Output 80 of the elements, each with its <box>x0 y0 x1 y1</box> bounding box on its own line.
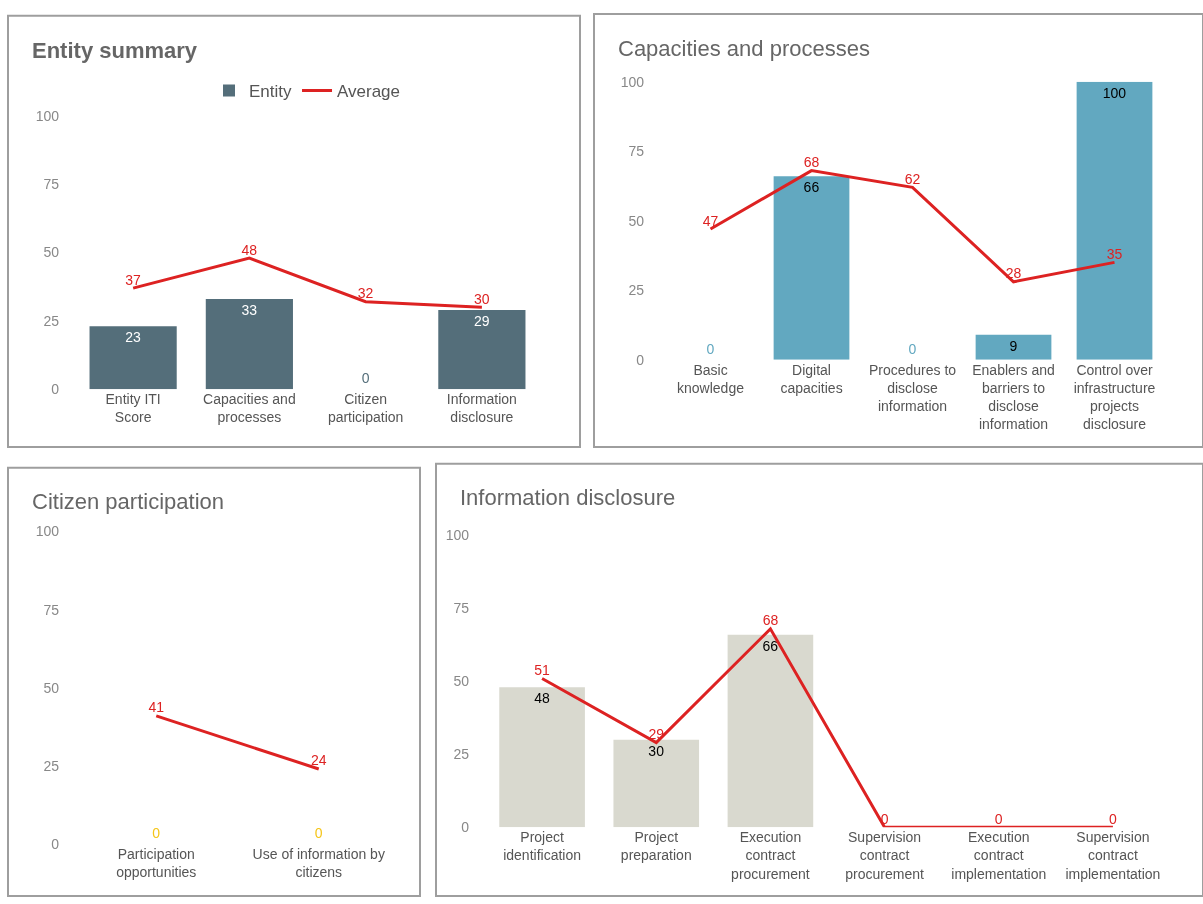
bar <box>89 326 177 390</box>
data-label: 48 <box>241 241 258 258</box>
x-tick-label: Project preparation <box>620 829 692 864</box>
y-tick-label: 25 <box>628 282 645 299</box>
x-tick-label: Execution contract procurement <box>731 829 810 882</box>
x-tick-label: Basic knowledge <box>677 361 745 396</box>
x-tick-label: Supervision contract procurement <box>845 829 924 882</box>
data-label: 0 <box>994 810 1003 827</box>
y-tick-label: 0 <box>51 835 60 852</box>
data-label: 37 <box>125 271 142 288</box>
y-tick-label: 75 <box>43 601 60 618</box>
data-label: 68 <box>803 154 820 171</box>
data-label: 66 <box>803 179 820 196</box>
legend-label: Average <box>337 82 401 102</box>
bar <box>773 176 850 360</box>
bar <box>438 309 526 390</box>
bar <box>613 739 700 828</box>
y-tick-label: 25 <box>43 757 60 774</box>
y-tick-label: 25 <box>453 746 470 763</box>
x-tick-label: Use of information by citizens <box>252 845 385 881</box>
y-tick-label: 100 <box>35 107 60 124</box>
data-label: 0 <box>1109 810 1118 827</box>
x-tick-label: Information disclosure <box>446 391 517 426</box>
y-tick-label: 25 <box>43 312 60 329</box>
data-label: 9 <box>1009 337 1018 354</box>
data-label: 100 <box>1102 84 1127 101</box>
y-tick-label: 0 <box>636 351 645 368</box>
data-label: 68 <box>762 612 779 629</box>
data-label: 29 <box>473 312 490 329</box>
bar <box>727 634 814 828</box>
x-tick-label: Digital capacities <box>780 361 843 396</box>
legend-label: Entity <box>249 82 293 102</box>
data-label: 62 <box>904 170 921 187</box>
y-tick-label: 50 <box>43 244 60 261</box>
chart-title: Citizen participation <box>32 489 224 514</box>
chart-title: Information disclosure <box>460 485 676 510</box>
data-label: 66 <box>762 637 779 654</box>
data-label: 48 <box>534 690 550 707</box>
x-tick-label: Entity ITI Score <box>105 391 161 426</box>
y-tick-label: 50 <box>628 212 645 229</box>
data-label: 30 <box>474 290 490 307</box>
x-tick-label: Enablers and barriers to disclose information <box>972 361 1055 433</box>
x-tick-label: Control over infrastructure projects disclosure <box>1073 361 1156 433</box>
y-tick-label: 50 <box>43 679 60 696</box>
x-tick-label: Supervision contract implementation <box>1065 829 1161 882</box>
x-tick-label: Citizen participation <box>327 391 404 426</box>
y-tick-label: 100 <box>35 523 60 540</box>
data-label: 30 <box>648 742 665 759</box>
bar <box>499 687 585 828</box>
data-label: 41 <box>148 699 165 716</box>
x-tick-label: Participation opportunities <box>116 845 197 881</box>
x-tick-label: Project identification <box>503 829 581 864</box>
y-tick-label: 100 <box>620 73 645 90</box>
y-tick-label: 0 <box>461 819 470 836</box>
data-label: 0 <box>152 824 161 841</box>
data-label: 0 <box>314 824 323 841</box>
data-label: 35 <box>1106 245 1123 262</box>
y-tick-label: 75 <box>453 600 470 617</box>
y-tick-label: 100 <box>445 527 470 544</box>
x-tick-label: Procedures to disclose information <box>868 361 957 415</box>
chart-title: Entity summary <box>32 38 198 63</box>
bar <box>205 299 293 390</box>
y-tick-label: 75 <box>628 143 645 160</box>
x-tick-label: Execution contract implementation <box>951 829 1047 882</box>
y-tick-label: 50 <box>453 673 470 690</box>
data-label: 47 <box>702 212 719 229</box>
data-label: 24 <box>310 752 327 769</box>
x-tick-label: Capacities and processes <box>203 391 296 426</box>
data-label: 51 <box>534 661 551 678</box>
chart-title: Capacities and processes <box>618 36 870 61</box>
y-tick-label: 0 <box>51 381 60 398</box>
y-tick-label: 75 <box>43 176 60 193</box>
data-label: 0 <box>706 340 715 357</box>
data-label: 0 <box>361 370 370 387</box>
data-label: 33 <box>241 302 258 319</box>
data-label: 23 <box>125 329 142 346</box>
data-label: 32 <box>357 285 374 302</box>
bar <box>1076 81 1153 360</box>
data-label: 0 <box>908 340 917 357</box>
bar <box>975 334 1052 360</box>
